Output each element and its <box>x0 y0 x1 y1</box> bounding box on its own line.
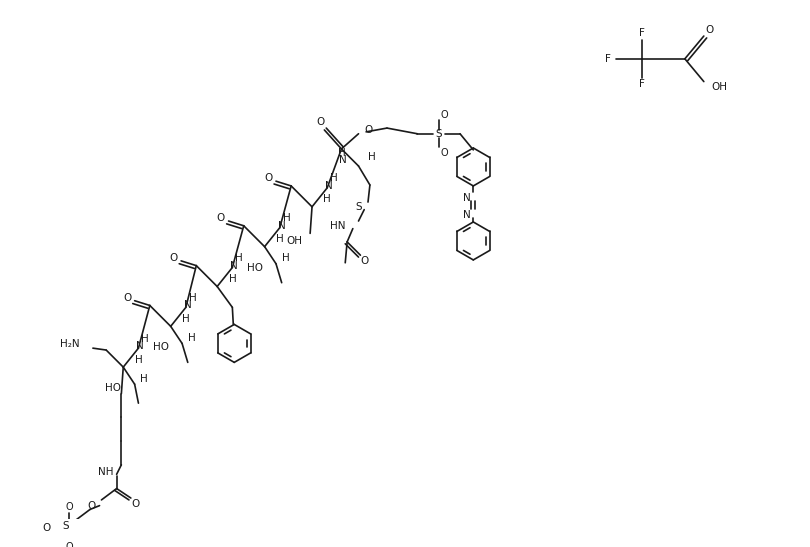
Text: H: H <box>189 293 196 303</box>
Text: N: N <box>326 181 333 191</box>
Text: H: H <box>283 213 290 223</box>
Text: H: H <box>140 374 148 383</box>
Text: N: N <box>230 260 238 271</box>
Text: H: H <box>282 253 289 263</box>
Text: O: O <box>706 25 714 36</box>
Text: H: H <box>330 173 338 183</box>
Text: H: H <box>276 234 284 244</box>
Text: O: O <box>131 499 139 509</box>
Text: H: H <box>228 274 237 284</box>
Text: H: H <box>182 314 190 324</box>
Text: F: F <box>639 28 645 38</box>
Text: S: S <box>356 202 362 212</box>
Text: OH: OH <box>287 236 303 246</box>
Text: O: O <box>87 501 96 510</box>
Text: O: O <box>440 148 448 158</box>
Text: O: O <box>123 293 131 303</box>
Text: H: H <box>368 152 376 161</box>
Text: O: O <box>440 110 448 120</box>
Text: H₂N: H₂N <box>60 339 79 350</box>
Text: S: S <box>62 521 69 532</box>
Text: O: O <box>264 173 272 183</box>
Text: O: O <box>217 213 225 223</box>
Text: N: N <box>463 193 471 203</box>
Text: HO: HO <box>247 263 262 272</box>
Text: F: F <box>639 79 645 89</box>
Text: HN: HN <box>330 221 345 231</box>
Text: N: N <box>136 341 144 351</box>
Text: O: O <box>42 523 50 533</box>
Text: N: N <box>278 221 286 231</box>
Text: H: H <box>338 148 345 158</box>
Text: H: H <box>188 333 195 343</box>
Text: OH: OH <box>711 82 727 92</box>
Text: O: O <box>66 502 73 511</box>
Text: N: N <box>184 300 192 311</box>
Text: O: O <box>66 543 73 547</box>
Text: S: S <box>436 129 442 139</box>
Text: H: H <box>323 194 331 204</box>
Text: O: O <box>360 256 369 266</box>
Text: N: N <box>339 155 347 165</box>
Text: H: H <box>235 253 243 263</box>
Text: F: F <box>605 54 611 64</box>
Text: O: O <box>169 253 177 263</box>
Text: N: N <box>463 211 471 220</box>
Text: H: H <box>134 354 143 364</box>
Text: NH: NH <box>98 468 113 478</box>
Text: O: O <box>364 125 373 135</box>
Text: HO: HO <box>105 383 121 393</box>
Text: O: O <box>317 118 325 127</box>
Text: H: H <box>141 334 149 344</box>
Text: HO: HO <box>153 342 168 352</box>
